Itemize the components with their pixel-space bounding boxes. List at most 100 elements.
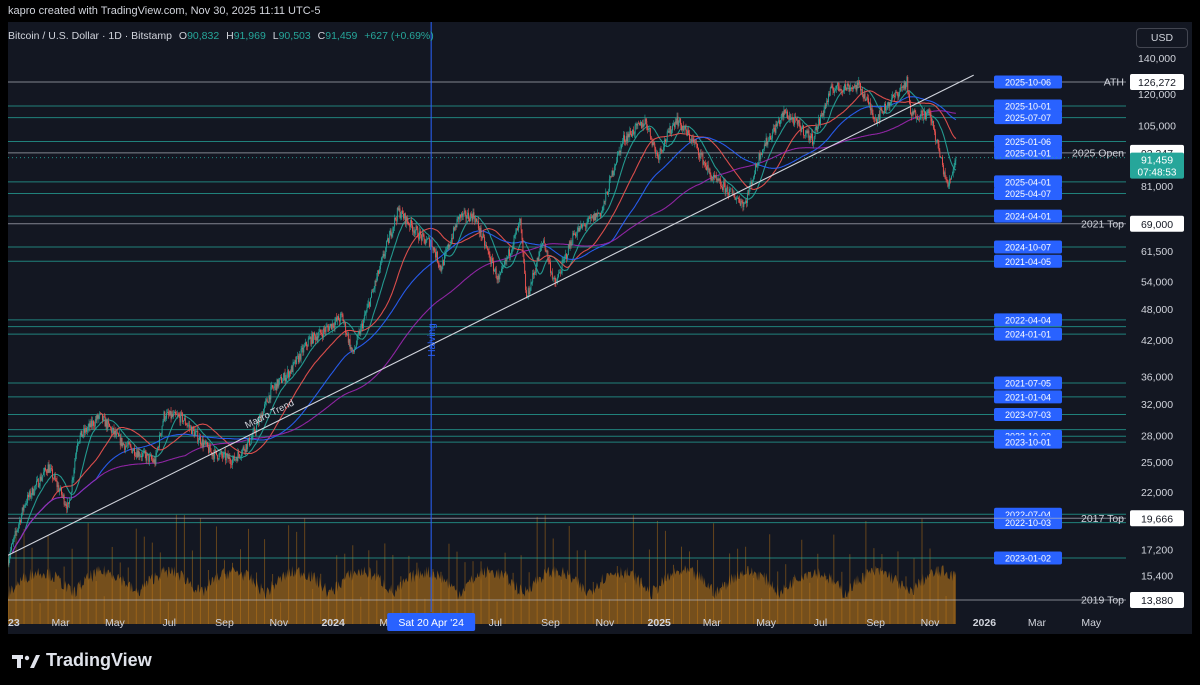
candle[interactable] [213,449,215,463]
candle[interactable] [806,128,808,134]
candle[interactable] [763,140,765,152]
candle[interactable] [443,259,445,267]
candle[interactable] [640,121,642,130]
candle[interactable] [808,127,810,143]
candle[interactable] [67,498,69,513]
candle[interactable] [176,410,178,419]
candle[interactable] [291,365,293,373]
candle[interactable] [531,281,533,285]
candle[interactable] [233,452,235,461]
candle[interactable] [258,413,260,426]
candle[interactable] [516,228,518,235]
candle[interactable] [134,444,135,460]
candle[interactable] [446,245,448,252]
candle[interactable] [869,101,870,109]
candle[interactable] [852,84,853,93]
candle[interactable] [565,249,567,260]
candle[interactable] [576,226,578,241]
candle[interactable] [607,190,608,195]
candle[interactable] [572,230,574,245]
candle[interactable] [566,252,568,263]
candle[interactable] [177,412,179,417]
candle[interactable] [746,198,747,208]
candle[interactable] [740,198,742,209]
candle[interactable] [660,145,662,154]
candle[interactable] [322,329,323,342]
candle[interactable] [521,229,523,244]
candle[interactable] [493,257,494,275]
candle[interactable] [353,350,355,355]
candle[interactable] [175,409,176,418]
candle[interactable] [514,233,516,239]
candle[interactable] [634,123,636,139]
candle[interactable] [273,383,275,391]
candle[interactable] [845,87,847,92]
candle[interactable] [449,244,451,249]
candle[interactable] [666,129,668,143]
candle[interactable] [570,237,572,250]
candle[interactable] [456,216,458,228]
candle[interactable] [848,83,850,92]
candle[interactable] [744,201,746,205]
candle[interactable] [293,361,295,366]
candle[interactable] [664,137,666,151]
candle[interactable] [923,118,925,124]
candle[interactable] [346,330,347,337]
candle[interactable] [944,167,946,180]
candle[interactable] [844,80,846,91]
candle[interactable] [879,105,881,123]
candle[interactable] [32,485,34,496]
candle[interactable] [37,477,39,488]
candle[interactable] [201,436,203,449]
candle[interactable] [866,96,868,101]
candle[interactable] [343,319,345,325]
candle[interactable] [508,248,510,259]
candle[interactable] [52,465,53,483]
symbol-name[interactable]: Bitcoin / U.S. Dollar · 1D · Bitstamp [8,30,172,42]
candle[interactable] [57,481,59,492]
candle[interactable] [253,425,255,432]
candle[interactable] [853,83,855,89]
candle[interactable] [824,102,826,114]
candle[interactable] [124,444,126,453]
candle[interactable] [423,233,425,244]
candle[interactable] [646,118,648,131]
candle[interactable] [436,248,437,261]
candle[interactable] [621,143,623,149]
candle[interactable] [31,487,33,499]
candle[interactable] [409,223,411,232]
candle[interactable] [30,493,32,501]
candle[interactable] [239,453,241,459]
candle[interactable] [746,190,748,207]
candle[interactable] [121,437,123,449]
candle[interactable] [334,317,336,333]
candle[interactable] [730,187,731,193]
candle[interactable] [204,440,206,445]
candle[interactable] [228,453,230,459]
candle[interactable] [780,114,782,124]
candle[interactable] [92,416,94,430]
candle[interactable] [927,108,929,116]
candle[interactable] [494,266,496,275]
candle[interactable] [63,493,65,508]
candle[interactable] [590,213,592,224]
candle[interactable] [477,216,479,230]
candle[interactable] [371,289,372,299]
candle[interactable] [794,113,796,128]
candle[interactable] [674,117,676,129]
candle[interactable] [166,409,168,422]
candle[interactable] [582,223,584,230]
tradingview-logo[interactable]: TradingView [12,650,152,671]
candle[interactable] [333,322,335,332]
candle[interactable] [540,243,542,253]
candle[interactable] [779,117,780,127]
candle[interactable] [603,199,605,211]
candle[interactable] [354,346,356,351]
candle[interactable] [662,149,664,154]
candle[interactable] [68,502,70,508]
candle[interactable] [207,442,209,455]
candle[interactable] [642,119,644,131]
candle[interactable] [754,170,755,180]
candle[interactable] [811,129,813,147]
candle[interactable] [490,256,492,267]
